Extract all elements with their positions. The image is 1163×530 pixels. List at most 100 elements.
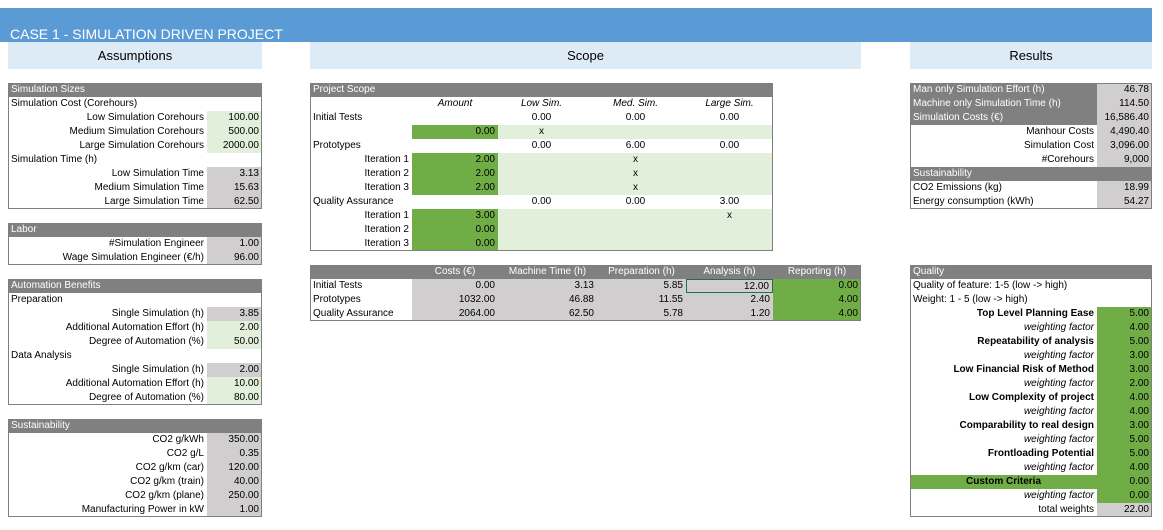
cell: 96.00 bbox=[207, 251, 262, 265]
cell: 5.00 bbox=[1097, 433, 1152, 447]
cell bbox=[498, 167, 585, 181]
cell: 2000.00 bbox=[207, 139, 262, 153]
cell: 4.00 bbox=[1097, 321, 1152, 335]
cell: Quality Assurance bbox=[313, 308, 394, 319]
cell: 5.78 bbox=[597, 307, 686, 321]
cell bbox=[585, 125, 686, 139]
cell: 0.00 bbox=[412, 125, 498, 139]
cell bbox=[585, 237, 686, 251]
cell: Reporting (h) bbox=[773, 265, 861, 279]
cell: 3.85 bbox=[207, 307, 262, 321]
cell: Machine Time (h) bbox=[498, 265, 597, 279]
cell: Manufacturing Power in kW bbox=[81, 504, 204, 515]
cell: Prototypes bbox=[313, 294, 361, 305]
cell: x bbox=[585, 153, 686, 167]
cell: Preparation (h) bbox=[597, 265, 686, 279]
cell bbox=[686, 125, 773, 139]
cell: 3.13 bbox=[207, 167, 262, 181]
cell: 0.00 bbox=[531, 112, 552, 123]
cell: Project Scope bbox=[310, 83, 773, 97]
cell: Low Financial Risk of Method bbox=[953, 364, 1094, 375]
cell: x bbox=[585, 167, 686, 181]
cell: 5.00 bbox=[1097, 335, 1152, 349]
cell: 4.00 bbox=[773, 293, 861, 307]
cell: Simulation Costs (€) bbox=[910, 111, 1097, 125]
cell: 2.00 bbox=[1097, 377, 1152, 391]
cell: Simulation Cost bbox=[1023, 140, 1094, 151]
cell: 3.00 bbox=[1097, 419, 1152, 433]
cell bbox=[310, 97, 412, 111]
cell: 3,096.00 bbox=[1097, 139, 1152, 153]
cell: 3.00 bbox=[1097, 363, 1152, 377]
cell: Iteration 1 bbox=[364, 154, 409, 165]
cell: Low Simulation Time bbox=[111, 168, 204, 179]
cell bbox=[498, 237, 585, 251]
cell: 80.00 bbox=[207, 391, 262, 405]
cell bbox=[498, 209, 585, 223]
cell: 62.50 bbox=[498, 307, 597, 321]
cell: 3.00 bbox=[412, 209, 498, 223]
cell: 46.88 bbox=[498, 293, 597, 307]
cell: Energy consumption (kWh) bbox=[913, 196, 1034, 207]
cell: weighting factor bbox=[1023, 322, 1094, 333]
cell: Iteration 3 bbox=[364, 182, 409, 193]
cell: Costs (€) bbox=[412, 265, 498, 279]
cell: 250.00 bbox=[207, 489, 262, 503]
cell: Simulation Cost (Corehours) bbox=[11, 98, 138, 109]
cell: 2.00 bbox=[412, 167, 498, 181]
cell: 1.00 bbox=[207, 237, 262, 251]
cell: Med. Sim. bbox=[612, 98, 658, 109]
cell: Wage Simulation Engineer (€/h) bbox=[62, 252, 204, 263]
cell: 500.00 bbox=[207, 125, 262, 139]
cell: 15.63 bbox=[207, 181, 262, 195]
cell: weighting factor bbox=[1023, 378, 1094, 389]
cell: Analysis (h) bbox=[686, 265, 773, 279]
cell: Single Simulation (h) bbox=[111, 308, 204, 319]
cell: CO2 g/kWh bbox=[152, 434, 204, 445]
cell: weighting factor bbox=[1023, 490, 1094, 501]
cell: Iteration 2 bbox=[364, 168, 409, 179]
cell: 5.00 bbox=[1097, 307, 1152, 321]
cell: Machine only Simulation Time (h) bbox=[910, 97, 1097, 111]
cell: weighting factor bbox=[1023, 406, 1094, 417]
cell: Degree of Automation (%) bbox=[88, 392, 204, 403]
cell: Labor bbox=[8, 223, 262, 237]
cell: #Simulation Engineer bbox=[108, 238, 204, 249]
cell bbox=[498, 153, 585, 167]
cell: 0.00 bbox=[719, 140, 740, 151]
cell: Weight: 1 - 5 (low -> high) bbox=[913, 294, 1028, 305]
cell bbox=[585, 223, 686, 237]
cell bbox=[310, 125, 412, 139]
cell: 5.00 bbox=[1097, 447, 1152, 461]
cell: 2.00 bbox=[412, 181, 498, 195]
cell: Man only Simulation Effort (h) bbox=[910, 83, 1097, 97]
cell: 0.35 bbox=[207, 447, 262, 461]
cell: Iteration 3 bbox=[364, 238, 409, 249]
cell: Quality of feature: 1-5 (low -> high) bbox=[913, 280, 1068, 291]
cell: Large Simulation Corehours bbox=[79, 140, 204, 151]
cell: Top Level Planning Ease bbox=[976, 308, 1094, 319]
cell: 0.00 bbox=[412, 223, 498, 237]
cell: 0.00 bbox=[625, 196, 646, 207]
section-header: Assumptions bbox=[8, 42, 262, 69]
cell: 18.99 bbox=[1097, 181, 1152, 195]
cell: 16,586.40 bbox=[1097, 111, 1152, 125]
cell: 1.00 bbox=[207, 503, 262, 517]
cell: 4.00 bbox=[1097, 461, 1152, 475]
cell: CO2 g/km (train) bbox=[130, 476, 204, 487]
cell: 0.00 bbox=[412, 279, 498, 293]
cell: 12.00 bbox=[686, 279, 773, 293]
cell: Frontloading Potential bbox=[987, 448, 1094, 459]
cell: Medium Simulation Corehours bbox=[69, 126, 204, 137]
cell: Large Simulation Time bbox=[104, 196, 205, 207]
section-header: Results bbox=[910, 42, 1152, 69]
cell: Manhour Costs bbox=[1026, 126, 1094, 137]
cell: Additional Automation Effort (h) bbox=[65, 322, 204, 333]
cell: 114.50 bbox=[1097, 97, 1152, 111]
cell: CO2 g/km (car) bbox=[135, 462, 204, 473]
cell: Initial Tests bbox=[313, 112, 363, 123]
cell: Large Sim. bbox=[705, 98, 754, 109]
cell bbox=[498, 181, 585, 195]
cell: 4.00 bbox=[773, 307, 861, 321]
cell: 6.00 bbox=[625, 140, 646, 151]
